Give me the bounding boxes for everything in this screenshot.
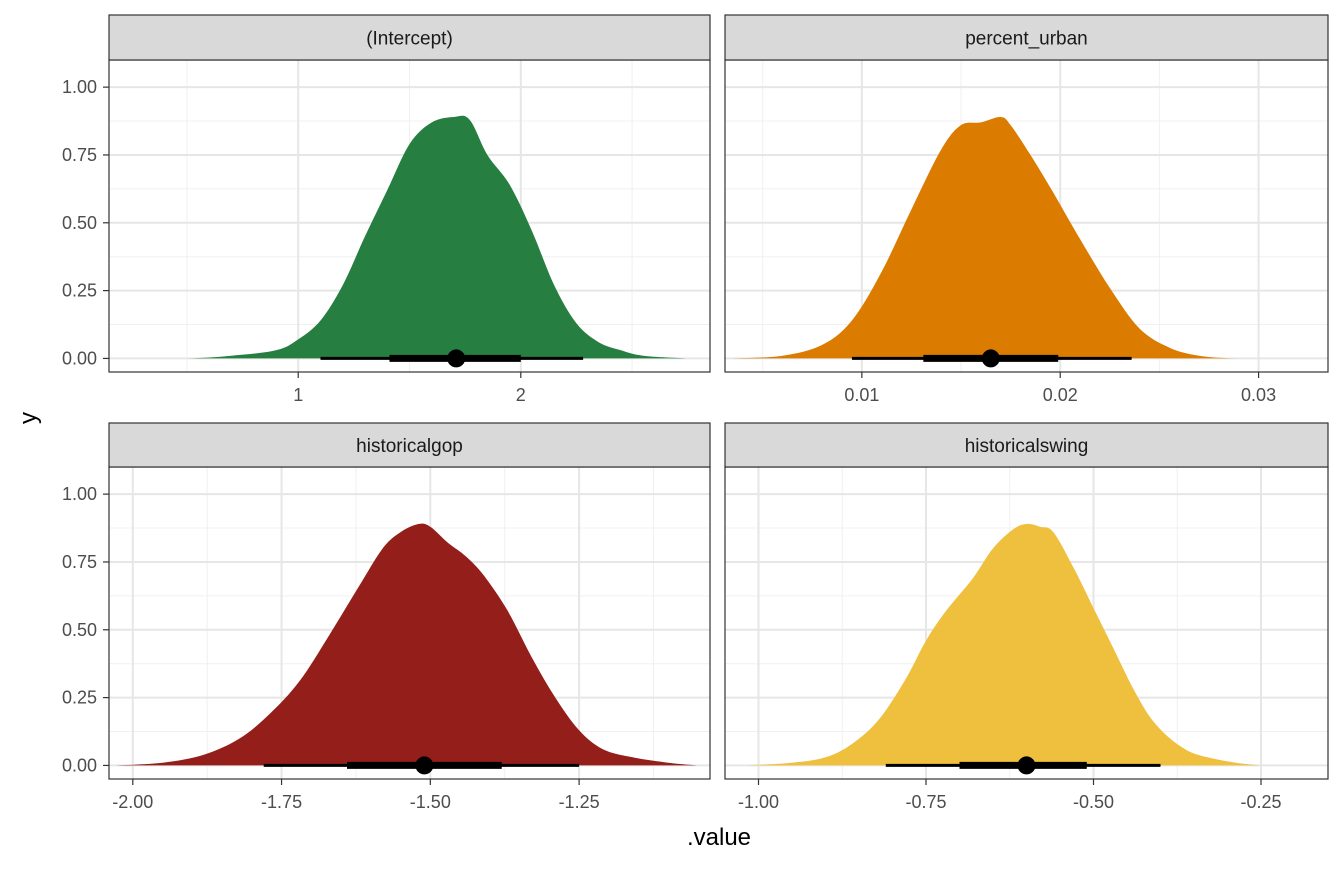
density-area [745,523,1328,766]
y-tick-label: 0.50 [62,620,97,640]
x-tick-label: -1.50 [410,792,451,812]
facet-panel: percent_urban 0.01 0.02 0.03 [724,14,1329,405]
x-tick-label: -1.00 [738,792,779,812]
x-tick-label: 1 [293,385,303,405]
median-point [415,756,434,775]
x-tick-label: 0.03 [1241,385,1276,405]
y-tick-label: 1.00 [62,77,97,97]
y-axis-title: y [15,412,42,424]
x-tick-label: -1.25 [559,792,600,812]
facet-panel: (Intercept) 1 2 0.00 0.25 0.50 0.75 1.00 [62,14,711,405]
facet-strip [724,422,1329,468]
x-tick-label: 0.02 [1043,385,1078,405]
facet-strip-label: percent_urban [965,29,1088,50]
x-tick-label: 2 [516,385,526,405]
x-tick-label: -0.75 [905,792,946,812]
median-point [1017,756,1036,775]
facet-panel: historicalswing -1.00 -0.75 -0.50 -0.25 [724,422,1329,812]
facet-strip [108,422,711,468]
x-axis-title: .value [687,824,751,851]
median-point [447,349,466,368]
y-tick-label: 1.00 [62,484,97,504]
x-tick-label: -1.75 [261,792,302,812]
facet-strip-label: historicalgop [356,436,463,457]
facet-panel: historicalgop -2.00 -1.75 -1.50 -1.25 0.00 0.2… [62,422,711,812]
density-area [732,116,1309,359]
facet-strip-label: historicalswing [965,436,1089,457]
facet-strip [724,14,1329,61]
x-tick-label: -0.25 [1240,792,1281,812]
x-tick-label: 0.01 [844,385,879,405]
x-tick-label: -0.50 [1073,792,1114,812]
y-tick-label: 0.00 [62,755,97,775]
y-tick-label: 0.75 [62,552,97,572]
x-tick-label: -2.00 [112,792,153,812]
density-area [115,523,699,766]
y-tick-label: 0.25 [62,688,97,708]
y-tick-label: 0.75 [62,145,97,165]
y-tick-label: 0.00 [62,348,97,368]
facet-strip-label: (Intercept) [366,29,453,50]
y-tick-label: 0.50 [62,213,97,233]
facets-layer: (Intercept) 1 2 0.00 0.25 0.50 0.75 1.00 percent… [62,14,1329,812]
density-area [131,115,688,359]
median-point [981,349,1000,368]
y-tick-label: 0.25 [62,281,97,301]
facet-strip [108,14,711,61]
